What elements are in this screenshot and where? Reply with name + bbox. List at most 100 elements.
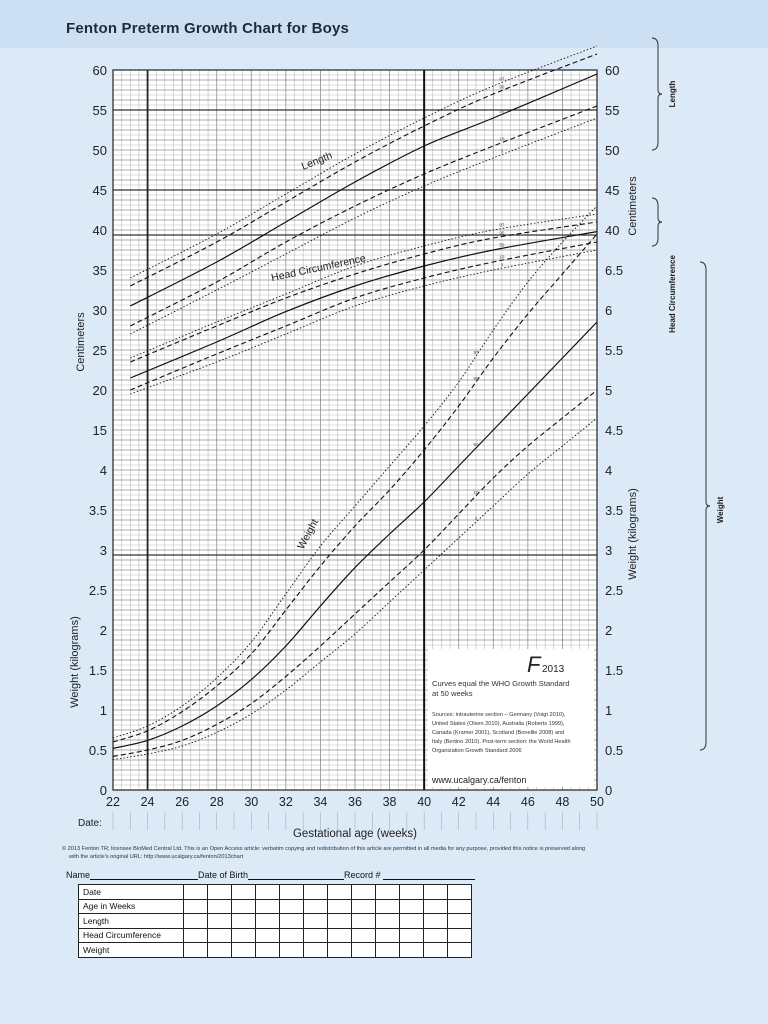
record-cell[interactable] <box>255 913 280 929</box>
percentile-label: 50 <box>473 442 479 447</box>
percentile-label: 90 <box>473 376 479 381</box>
record-cell[interactable] <box>183 884 208 900</box>
x-tick: 40 <box>417 795 431 809</box>
record-cell[interactable] <box>279 884 304 900</box>
record-cell[interactable] <box>447 884 472 900</box>
record-cell[interactable] <box>375 898 400 914</box>
record-cell[interactable] <box>351 898 376 914</box>
record-cell[interactable] <box>399 884 424 900</box>
right-cm-tick: 40 <box>605 223 619 238</box>
record-cell[interactable] <box>375 927 400 943</box>
record-cell[interactable] <box>255 942 280 958</box>
note-line: Sources: intrauterine section – Germany … <box>432 712 566 718</box>
record-cell[interactable] <box>303 942 328 958</box>
percentile-label: 50 <box>499 242 505 247</box>
record-cell[interactable] <box>183 942 208 958</box>
record-cell[interactable] <box>231 942 256 958</box>
record-cell[interactable] <box>327 913 352 929</box>
left-kg-tick: 0.5 <box>89 743 107 758</box>
curve-weight-p10 <box>112 389 598 757</box>
curve-length-p10 <box>130 105 598 327</box>
record-cell[interactable] <box>207 898 232 914</box>
record-cell[interactable] <box>279 913 304 929</box>
curve-weight-p3 <box>112 417 598 761</box>
percentile-label: 97 <box>499 223 505 228</box>
left-kg-tick: 2.5 <box>89 583 107 598</box>
name-field[interactable] <box>90 870 199 880</box>
right-kg-tick: 2 <box>605 623 612 638</box>
record-cell[interactable] <box>375 942 400 958</box>
left-cm-tick: 15 <box>93 423 107 438</box>
record-cell[interactable] <box>327 942 352 958</box>
record-cell[interactable] <box>447 898 472 914</box>
percentile-label: 10 <box>473 490 479 495</box>
right-kg-tick: 5.5 <box>605 343 623 358</box>
record-cell[interactable] <box>351 942 376 958</box>
record-cell[interactable] <box>423 913 448 929</box>
record-cell[interactable] <box>399 927 424 943</box>
record-cell[interactable] <box>351 927 376 943</box>
record-cell[interactable] <box>183 913 208 929</box>
record-cell[interactable] <box>255 898 280 914</box>
record-cell[interactable] <box>399 942 424 958</box>
record-cell[interactable] <box>447 927 472 943</box>
record-cell[interactable] <box>279 942 304 958</box>
record-cell[interactable] <box>327 927 352 943</box>
record-cell[interactable] <box>303 913 328 929</box>
record-cell[interactable] <box>231 913 256 929</box>
record-cell[interactable] <box>423 927 448 943</box>
record-cell[interactable] <box>375 884 400 900</box>
record-cell[interactable] <box>399 913 424 929</box>
record-cell[interactable] <box>327 898 352 914</box>
curve-length-p97 <box>130 45 598 279</box>
record-cell[interactable] <box>303 927 328 943</box>
record-cell[interactable] <box>207 942 232 958</box>
record-cell[interactable] <box>327 884 352 900</box>
record-cell[interactable] <box>231 884 256 900</box>
left-cm-tick: 30 <box>93 303 107 318</box>
record-cell[interactable] <box>447 913 472 929</box>
percentile-label: 90 <box>499 231 505 236</box>
left-cm-tick: 45 <box>93 183 107 198</box>
left-cm-tick: 40 <box>93 223 107 238</box>
record-cell[interactable] <box>423 884 448 900</box>
note-url: www.ucalgary.ca/fenton <box>431 775 526 785</box>
record-cell[interactable] <box>207 927 232 943</box>
record-cell[interactable] <box>231 927 256 943</box>
record-cell[interactable] <box>375 913 400 929</box>
record-cell[interactable] <box>303 884 328 900</box>
percentile-label: 3 <box>501 149 504 154</box>
record-cell[interactable] <box>399 898 424 914</box>
record-cell[interactable] <box>447 942 472 958</box>
record-cell[interactable] <box>255 884 280 900</box>
record-cell[interactable] <box>183 898 208 914</box>
record-row: Length <box>78 913 472 929</box>
record-cell[interactable] <box>423 898 448 914</box>
curve-weight-p90 <box>112 233 598 743</box>
record-cell[interactable] <box>207 913 232 929</box>
record-row-label: Age in Weeks <box>78 898 184 914</box>
record-cell[interactable] <box>303 898 328 914</box>
record-number-field[interactable] <box>383 870 476 880</box>
right-kg-tick: 0.5 <box>605 743 623 758</box>
right-kg-tick: 1.5 <box>605 663 623 678</box>
record-cell[interactable] <box>279 927 304 943</box>
record-row: Head Circumference <box>78 927 472 943</box>
record-row: Weight <box>78 942 472 958</box>
record-row: Age in Weeks <box>78 898 472 914</box>
record-cell[interactable] <box>255 927 280 943</box>
record-cell[interactable] <box>351 913 376 929</box>
page-title: Fenton Preterm Growth Chart for Boys <box>66 20 350 37</box>
percentile-label: 3 <box>501 262 504 267</box>
right-kg-tick: 4.5 <box>605 423 623 438</box>
record-cell[interactable] <box>351 884 376 900</box>
record-cell[interactable] <box>279 898 304 914</box>
record-cell[interactable] <box>423 942 448 958</box>
dob-field[interactable] <box>248 870 345 880</box>
record-cell[interactable] <box>231 898 256 914</box>
record-cell[interactable] <box>183 927 208 943</box>
notes-box: F 2013 Curves equal the WHO Growth Standar… <box>428 649 594 787</box>
length-bracket <box>651 37 663 151</box>
record-cell[interactable] <box>207 884 232 900</box>
curve-length-p90 <box>130 53 598 287</box>
